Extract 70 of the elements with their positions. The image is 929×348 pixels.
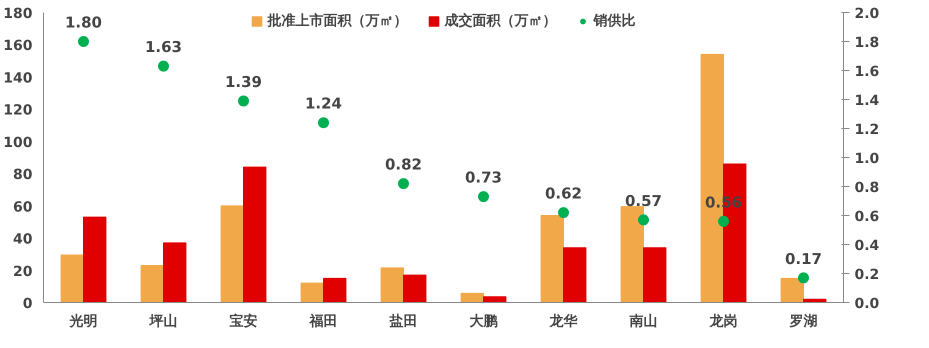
y-tick-label: 120: [3, 102, 33, 119]
bar: [620, 206, 644, 302]
x-tick-label: 盐田: [388, 314, 418, 330]
point: [398, 178, 409, 190]
bar: [60, 254, 84, 302]
y2-tick-label: 1.6: [854, 64, 880, 80]
data-label: 1.39: [224, 72, 262, 91]
y2-tick-label: 1.2: [854, 122, 880, 138]
x-tick-label: 南山: [628, 314, 658, 330]
bar: [483, 296, 506, 302]
data-label: 0.62: [544, 184, 582, 203]
bar: [380, 267, 404, 302]
bar: [403, 274, 426, 302]
bar: [643, 247, 666, 302]
point: [558, 207, 569, 218]
y2-tick-label: 1.0: [854, 151, 880, 167]
x-tick-label: 宝安: [230, 312, 258, 330]
y-tick-label: 60: [13, 199, 33, 216]
x-tick-label: 福田: [308, 312, 338, 330]
y-tick-label: 0: [22, 296, 33, 312]
point: [318, 117, 329, 128]
y-tick-label: 160: [3, 38, 33, 54]
point: [638, 214, 649, 226]
data-label: 1.24: [304, 94, 342, 113]
bar: [300, 282, 324, 302]
point: [158, 60, 169, 72]
x-tick-label: 龙华: [548, 314, 578, 330]
point: [798, 272, 809, 284]
legend-label: 销供比: [594, 12, 636, 30]
point: [238, 95, 249, 106]
bar: [140, 264, 164, 302]
bar: [243, 166, 266, 302]
data-label: 0.82: [384, 156, 422, 174]
y2-tick-label: 0.4: [854, 238, 880, 254]
bar: [220, 205, 244, 302]
bar: [163, 242, 186, 302]
y-tick-label: 80: [13, 167, 33, 184]
x-tick-label: 大鹏: [470, 314, 498, 330]
data-label: 0.73: [464, 168, 502, 187]
y2-tick-label: 1.4: [854, 93, 880, 109]
y-tick-label: 40: [13, 232, 33, 248]
y-tick-label: 180: [3, 6, 33, 22]
y-tick-label: 100: [3, 134, 33, 151]
x-tick-label: 坪山: [148, 314, 178, 330]
point: [78, 36, 89, 47]
point: [718, 216, 729, 227]
data-label: 1.80: [64, 14, 102, 32]
data-label: 0.17: [784, 250, 822, 268]
y2-tick-label: 0.6: [854, 209, 880, 225]
y2-tick-label: 0.8: [854, 180, 880, 196]
data-label: 1.63: [144, 38, 182, 56]
legend-label: 成交面积（万㎡）: [444, 12, 556, 30]
bar: [563, 247, 586, 302]
data-label: 0.57: [624, 192, 662, 210]
bar: [83, 216, 106, 302]
x-tick-label: 龙岗: [708, 314, 738, 330]
bar: [780, 278, 804, 302]
bar: [323, 278, 346, 302]
bar: [540, 215, 564, 302]
y2-tick-label: 1.8: [854, 35, 880, 51]
y-tick-label: 20: [13, 264, 33, 280]
legend-label: 批准上市面积（万㎡）: [268, 12, 408, 30]
y-tick-label: 140: [3, 70, 33, 86]
y2-tick-label: 0.2: [854, 267, 880, 283]
bar: [460, 292, 484, 302]
x-tick-label: 罗湖: [788, 314, 818, 330]
y2-tick-label: 2.0: [854, 6, 880, 22]
y2-tick-label: 0.0: [854, 296, 880, 312]
point: [478, 191, 489, 202]
x-tick-label: 光明: [68, 314, 98, 330]
